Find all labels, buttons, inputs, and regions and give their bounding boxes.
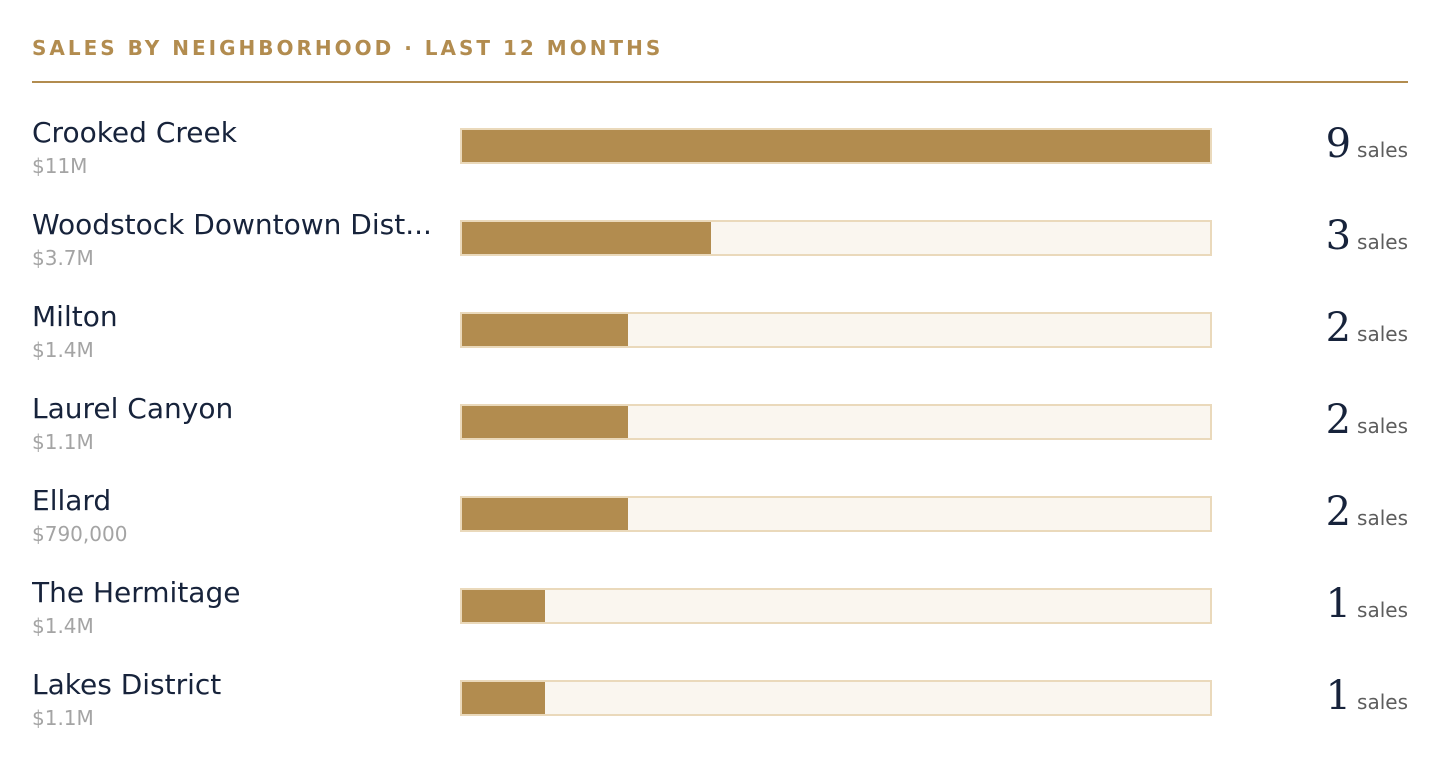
sales-count-value: 2 (1325, 305, 1352, 351)
neighborhood-name: The Hermitage (32, 576, 241, 609)
neighborhood-row: The Hermitage $1.4M 1 sales (32, 576, 1408, 668)
sales-volume: $11M (32, 154, 88, 178)
sales-volume: $1.1M (32, 430, 94, 454)
bar (462, 314, 628, 346)
bar-track (460, 496, 1212, 532)
sales-unit-label: sales (1357, 690, 1408, 714)
neighborhood-name: Woodstock Downtown Dist... (32, 208, 432, 241)
bar-track (460, 588, 1212, 624)
bar-track (460, 312, 1212, 348)
neighborhood-row: Milton $1.4M 2 sales (32, 300, 1408, 392)
sales-unit-label: sales (1357, 230, 1408, 254)
sales-count: 1 sales (1326, 580, 1408, 628)
neighborhood-row: Crooked Creek $11M 9 sales (32, 116, 1408, 208)
sales-count-value: 2 (1325, 489, 1352, 535)
sales-count-value: 3 (1325, 213, 1352, 259)
sales-volume: $1.4M (32, 614, 94, 638)
sales-unit-label: sales (1357, 138, 1408, 162)
neighborhood-row: Ellard $790,000 2 sales (32, 484, 1408, 576)
sales-count: 9 sales (1326, 120, 1408, 168)
bar (462, 222, 711, 254)
bar-track (460, 220, 1212, 256)
neighborhood-name: Milton (32, 300, 118, 333)
sales-count: 3 sales (1326, 212, 1408, 260)
sales-volume: $3.7M (32, 246, 94, 270)
bar-track (460, 680, 1212, 716)
bar (462, 682, 545, 714)
bar-track (460, 128, 1212, 164)
bar-track (460, 404, 1212, 440)
chart-title: SALES BY NEIGHBORHOOD · LAST 12 MONTHS (32, 36, 664, 60)
neighborhood-name: Laurel Canyon (32, 392, 234, 425)
sales-unit-label: sales (1357, 414, 1408, 438)
sales-count-value: 1 (1325, 581, 1352, 627)
neighborhood-name: Ellard (32, 484, 112, 517)
sales-count-value: 9 (1325, 121, 1352, 167)
sales-count-value: 2 (1325, 397, 1352, 443)
sales-unit-label: sales (1357, 322, 1408, 346)
sales-unit-label: sales (1357, 506, 1408, 530)
sales-count: 2 sales (1326, 304, 1408, 352)
bar (462, 130, 1210, 162)
neighborhood-row: Lakes District $1.1M 1 sales (32, 668, 1408, 760)
sales-volume: $790,000 (32, 522, 128, 546)
sales-count: 2 sales (1326, 396, 1408, 444)
sales-volume: $1.4M (32, 338, 94, 362)
sales-unit-label: sales (1357, 598, 1408, 622)
neighborhood-row: Laurel Canyon $1.1M 2 sales (32, 392, 1408, 484)
sales-count-value: 1 (1325, 673, 1352, 719)
sales-count: 1 sales (1326, 672, 1408, 720)
neighborhood-name: Lakes District (32, 668, 222, 701)
neighborhood-row: Woodstock Downtown Dist... $3.7M 3 sales (32, 208, 1408, 300)
sales-count: 2 sales (1326, 488, 1408, 536)
bar (462, 406, 628, 438)
neighborhood-name: Crooked Creek (32, 116, 237, 149)
bar (462, 498, 628, 530)
title-divider (32, 81, 1408, 83)
bar (462, 590, 545, 622)
sales-volume: $1.1M (32, 706, 94, 730)
